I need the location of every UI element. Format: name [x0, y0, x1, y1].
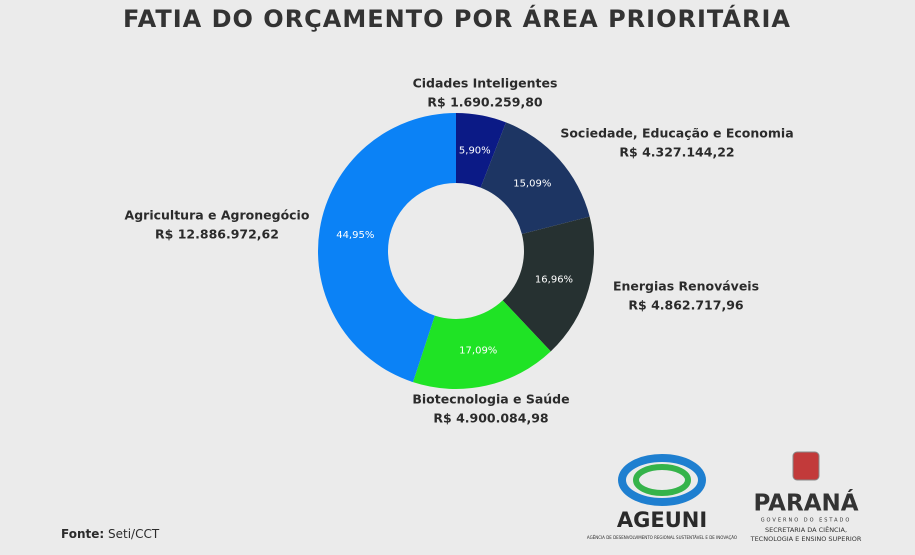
ageuni-logo: AGEUNI AGÊNCIA DE DESENVOLVIMENTO REGION…	[587, 454, 737, 540]
donut-slice	[317, 113, 456, 383]
logo-subtext: TECNOLOGIA E ENSINO SUPERIOR	[750, 535, 862, 543]
logo-shape	[618, 454, 706, 506]
percent-label: 17,09%	[459, 346, 497, 357]
percent-label: 15,09%	[513, 178, 551, 189]
amount-label: R$ 1.690.259,80	[427, 95, 543, 110]
percent-label: 16,96%	[535, 274, 573, 285]
category-label: Energias Renováveis	[613, 279, 759, 294]
logo-text: PARANÁ	[753, 489, 858, 517]
logo-text: AGEUNI	[617, 508, 707, 532]
category-label: Biotecnologia e Saúde	[412, 392, 569, 407]
parana-logo: PARANÁ GOVERNO DO ESTADO SECRETARIA DA C…	[750, 451, 862, 543]
logo-subtext: SECRETARIA DA CIÊNCIA,	[765, 525, 847, 534]
logo-subtext: GOVERNO DO ESTADO	[761, 518, 852, 524]
logo-shape	[633, 464, 691, 496]
category-label: Sociedade, Educação e Economia	[560, 126, 793, 141]
donut-slice	[502, 216, 594, 352]
category-label: Agricultura e Agronegócio	[125, 208, 310, 223]
source-label: Fonte:	[61, 527, 104, 541]
percent-label: 5,90%	[459, 146, 491, 157]
amount-label: R$ 12.886.972,62	[155, 227, 279, 242]
donut-slice	[412, 300, 551, 389]
donut-slice	[456, 113, 506, 188]
amount-label: R$ 4.862.717,96	[628, 298, 744, 313]
amount-label: R$ 4.327.144,22	[619, 145, 734, 160]
logo-subtext: AGÊNCIA DE DESENVOLVIMENTO REGIONAL SUST…	[587, 535, 737, 540]
amount-label: R$ 4.900.084,98	[433, 411, 548, 426]
donut-slice	[480, 122, 590, 235]
logo-shape	[792, 451, 820, 481]
percent-label: 44,95%	[336, 230, 374, 241]
category-label: Cidades Inteligentes	[413, 76, 558, 91]
chart-title: FATIA DO ORÇAMENTO POR ÁREA PRIORITÁRIA	[123, 4, 791, 33]
source: Fonte: Seti/CCT	[61, 527, 160, 541]
source-text: Seti/CCT	[108, 527, 160, 541]
